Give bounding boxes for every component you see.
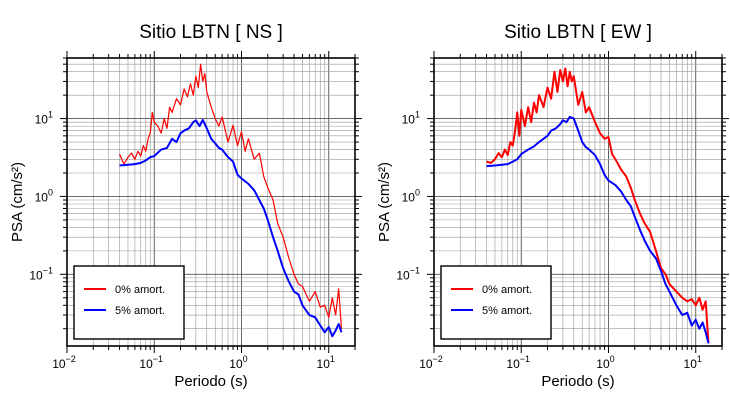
x-tick-label: 100: [596, 354, 614, 371]
y-axis-label: PSA (cm/s²): [9, 162, 26, 242]
chart-title: Sitio LBTN [ NS ]: [139, 22, 283, 43]
x-tick-label: 100: [229, 354, 247, 371]
y-axis-label: PSA (cm/s²): [376, 162, 393, 242]
legend-label-0: 0% amort.: [115, 284, 165, 296]
y-tick-label: 101: [402, 110, 420, 127]
y-tick-label: 100: [35, 187, 53, 204]
y-tick-label: 100: [402, 187, 420, 204]
panel-ew: Sitio LBTN [ EW ] 10−2 10−1 100 101 10−1 100 1…: [376, 22, 729, 390]
plot-frame: [433, 57, 723, 347]
legend-box: [73, 265, 185, 340]
series-line-1: [486, 115, 710, 344]
x-tick-label: 10−2: [52, 354, 76, 371]
y-tick-label: 10−1: [29, 265, 53, 282]
x-axis-label: Periodo (s): [541, 373, 614, 390]
legend-label-0: 0% amort.: [482, 284, 532, 296]
x-tick-label: 101: [317, 354, 335, 371]
x-tick-label: 101: [684, 354, 702, 371]
legend-label-1: 5% amort.: [115, 305, 165, 317]
y-tick-label: 101: [35, 110, 53, 127]
legend-box: [440, 265, 552, 340]
x-tick-label: 10−1: [506, 354, 530, 371]
x-axis-label: Periodo (s): [174, 373, 247, 390]
legend-label-1: 5% amort.: [482, 305, 532, 317]
series-line-0: [118, 63, 343, 329]
chart-title: Sitio LBTN [ EW ]: [504, 22, 652, 43]
y-tick-label: 10−1: [396, 265, 420, 282]
x-tick-label: 10−1: [139, 354, 163, 371]
panel-ns: Sitio LBTN [ NS ] 10−2 10−1 100 101 10−1 100 1…: [9, 22, 362, 390]
plot-frame: [66, 57, 356, 347]
x-tick-label: 10−2: [419, 354, 443, 371]
series-line-0: [486, 67, 710, 344]
legend: 0% amort. 5% amort.: [73, 265, 185, 340]
legend: 0% amort. 5% amort.: [440, 265, 552, 340]
series-line-1: [119, 118, 343, 338]
